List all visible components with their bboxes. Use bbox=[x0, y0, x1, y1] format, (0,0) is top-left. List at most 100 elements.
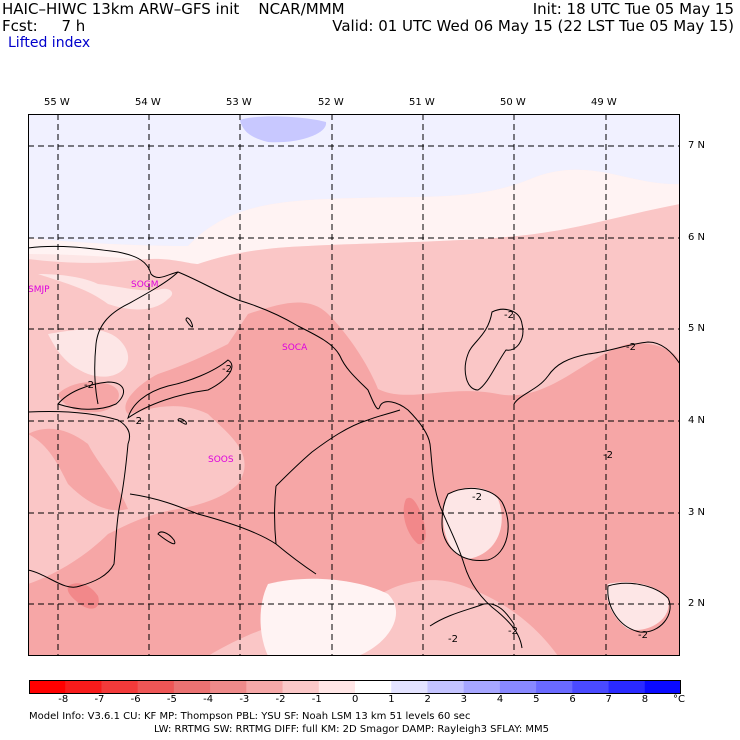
field-minus6-to-minus4 bbox=[67, 583, 99, 609]
colorbar-tick-label: 3 bbox=[460, 694, 468, 705]
lifted-index-map: -2 -2 -2 -2 -2 -2 -2 -2 -2 -2 SMJP SOGM … bbox=[28, 114, 680, 656]
station-label: SOOS bbox=[208, 455, 234, 465]
colorbar bbox=[29, 680, 681, 694]
colorbar-swatch bbox=[173, 680, 211, 694]
colorbar-tick-label: 2 bbox=[424, 694, 431, 705]
contour-label: -2 bbox=[472, 492, 482, 503]
contour-labels: -2 -2 -2 -2 -2 -2 -2 -2 -2 -2 bbox=[84, 310, 648, 645]
colorbar-swatch bbox=[65, 680, 102, 694]
lon-label: 55 W bbox=[44, 97, 70, 108]
lon-label: 49 W bbox=[591, 97, 617, 108]
colorbar-swatch bbox=[318, 680, 356, 694]
colorbar-tick-label: -1 bbox=[311, 694, 322, 705]
colorbar-swatch bbox=[499, 680, 537, 694]
contour-label: -2 bbox=[448, 634, 458, 645]
border bbox=[28, 410, 131, 588]
colorbar-tick-label: 4 bbox=[496, 694, 504, 705]
field-minus6-to-minus4 bbox=[403, 497, 426, 545]
colorbar-tick-label: -3 bbox=[239, 694, 250, 705]
lat-label: 5 N bbox=[688, 323, 706, 334]
contour-label: -2 bbox=[603, 450, 613, 461]
coastlines-borders bbox=[28, 245, 523, 649]
contour-minus2 bbox=[57, 308, 680, 633]
station-label: SOGM bbox=[131, 280, 159, 290]
contour-line bbox=[429, 603, 515, 627]
field-minus2-to-minus1 bbox=[38, 274, 173, 310]
colorbar-swatch bbox=[29, 680, 66, 694]
init-time: Init: 18 UTC Tue 05 May 15 bbox=[532, 0, 734, 18]
contour-line bbox=[57, 381, 124, 410]
valid-time: Valid: 01 UTC Wed 06 May 15 (22 LST Tue … bbox=[332, 17, 734, 35]
contour-line bbox=[513, 341, 680, 405]
colorbar-tick-label: 7 bbox=[605, 694, 612, 705]
colorbar-swatch bbox=[282, 680, 320, 694]
contour-line bbox=[464, 308, 524, 391]
contour-label: -2 bbox=[508, 626, 518, 637]
contour-line bbox=[177, 418, 187, 425]
colorbar-frame bbox=[29, 680, 681, 694]
field-minus2-to-minus1 bbox=[606, 582, 669, 630]
colorbar-tick-label: 1 bbox=[388, 694, 395, 705]
model-info-line2: LW: RRTMG SW: RRTMG DIFF: full KM: 2D Sm… bbox=[154, 724, 550, 735]
lat-label: 4 N bbox=[688, 415, 706, 426]
colorbar-swatch bbox=[246, 680, 284, 694]
contour-line bbox=[607, 582, 671, 633]
colorbar-swatch bbox=[210, 680, 247, 694]
lat-lon-grid bbox=[28, 114, 680, 656]
field-minus2-to-minus1 bbox=[48, 329, 129, 377]
lon-label: 52 W bbox=[318, 97, 344, 108]
colorbar-unit: °C bbox=[673, 694, 685, 705]
border bbox=[129, 493, 317, 575]
contour-label: -2 bbox=[638, 630, 648, 641]
contour-line bbox=[185, 317, 193, 328]
colorbar-swatch bbox=[427, 680, 465, 694]
colorbar-swatch bbox=[608, 680, 646, 694]
contour-line bbox=[127, 359, 233, 420]
colorbar-tick-label: 8 bbox=[641, 694, 649, 705]
lat-label: 6 N bbox=[688, 232, 706, 243]
field-name: Lifted index bbox=[8, 35, 91, 51]
contour-label: -2 bbox=[132, 416, 142, 427]
field-minus1-to-0 bbox=[28, 169, 680, 264]
field-minus4-to-minus3 bbox=[28, 302, 680, 656]
map-frame bbox=[28, 114, 680, 656]
model-info-line1: Model Info: V3.6.1 CU: KF MP: Thompson P… bbox=[29, 711, 471, 722]
colorbar-swatch bbox=[644, 680, 681, 694]
colorbar-tick-label: 0 bbox=[352, 694, 359, 705]
contour-line bbox=[441, 487, 509, 561]
colorbar-swatch bbox=[463, 680, 501, 694]
colorbar-tick-label: -8 bbox=[58, 694, 69, 705]
lon-label: 50 W bbox=[500, 97, 526, 108]
colorbar-tick-label: -4 bbox=[203, 694, 214, 705]
border bbox=[274, 485, 277, 545]
coastline bbox=[28, 245, 523, 649]
station-label: SOCA bbox=[282, 343, 308, 353]
colorbar-swatch bbox=[101, 680, 139, 694]
colorbar-tick-label: -5 bbox=[166, 694, 177, 705]
forecast-hour: Fcst: 7 h bbox=[2, 17, 86, 35]
colorbar-tick-label: 5 bbox=[533, 694, 540, 705]
field-minus2-to-minus1 bbox=[443, 487, 502, 559]
contour-label: -2 bbox=[626, 342, 636, 353]
model-title: HAIC–HIWC 13km ARW–GFS init NCAR/MMM bbox=[2, 0, 345, 18]
colorbar-swatch bbox=[391, 680, 428, 694]
contour-label: -2 bbox=[222, 364, 232, 375]
colorbar-tick-label: -6 bbox=[130, 694, 141, 705]
lon-label: 51 W bbox=[409, 97, 435, 108]
field-0-to-1 bbox=[28, 114, 680, 246]
colorbar-tick-label: 6 bbox=[569, 694, 576, 705]
field-minus2-to-minus1 bbox=[260, 578, 397, 656]
contour-label: -2 bbox=[504, 310, 514, 321]
station-label: SMJP bbox=[28, 285, 50, 295]
lat-label: 2 N bbox=[688, 598, 706, 609]
contour-label: -2 bbox=[84, 380, 94, 391]
colorbar-tick-label: -7 bbox=[94, 694, 105, 705]
lon-label: 53 W bbox=[226, 97, 252, 108]
lat-label: 3 N bbox=[688, 507, 706, 518]
station-labels: SMJP SOGM SOCA SOOS bbox=[28, 280, 308, 465]
field-1-to-2 bbox=[240, 116, 327, 143]
field-minus4-to-minus3 bbox=[58, 382, 119, 413]
colorbar-swatch bbox=[137, 680, 175, 694]
field-minus4-to-minus3 bbox=[28, 428, 128, 511]
colorbar-swatch bbox=[572, 680, 610, 694]
